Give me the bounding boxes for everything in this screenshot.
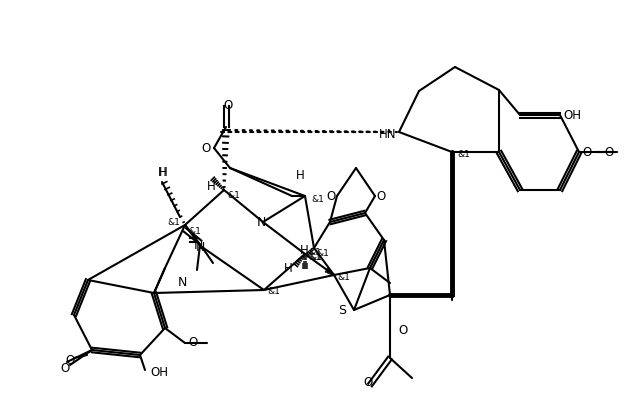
Text: O: O	[363, 376, 373, 389]
Text: H: H	[207, 179, 216, 192]
Text: O: O	[604, 145, 613, 158]
Text: O: O	[398, 324, 407, 337]
Text: &1: &1	[267, 288, 280, 297]
Text: O: O	[224, 98, 232, 111]
Text: &1: &1	[309, 252, 322, 261]
Text: H: H	[284, 261, 293, 275]
Text: &1: &1	[308, 252, 321, 261]
Text: N: N	[196, 241, 204, 254]
Text: H: H	[296, 169, 304, 181]
Text: &1: &1	[308, 248, 321, 256]
Text: O: O	[582, 145, 591, 158]
Text: H: H	[300, 243, 309, 256]
Text: OH: OH	[563, 109, 581, 122]
Text: &1: &1	[167, 218, 180, 226]
Text: O: O	[201, 141, 211, 154]
Text: N: N	[257, 216, 265, 228]
Text: &1: &1	[311, 194, 324, 203]
Text: H: H	[159, 166, 168, 179]
Text: O: O	[377, 190, 385, 203]
Text: &1: &1	[316, 248, 329, 258]
Text: HN: HN	[378, 128, 396, 141]
Text: O: O	[65, 354, 75, 367]
Text: N: N	[177, 275, 187, 288]
Text: &1: &1	[188, 226, 201, 235]
Text: O: O	[188, 337, 197, 350]
Text: OH: OH	[150, 367, 168, 380]
Text: O: O	[326, 190, 336, 203]
Text: S: S	[338, 303, 346, 316]
Text: &1: &1	[457, 149, 470, 158]
Text: O: O	[60, 361, 70, 374]
Text: &1: &1	[337, 273, 350, 282]
Text: &1: &1	[227, 190, 240, 199]
Text: N: N	[193, 239, 203, 252]
Text: H: H	[157, 166, 166, 179]
